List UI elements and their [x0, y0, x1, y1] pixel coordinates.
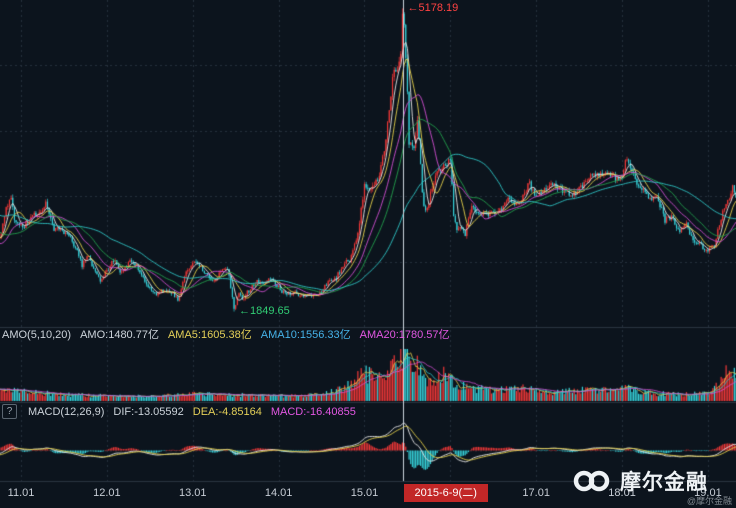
watermark-handle: @摩尔金融 — [686, 496, 732, 506]
ama5-value: AMA5:1605.38亿 — [167, 329, 252, 341]
low-arrow-icon: ← — [238, 304, 250, 317]
low-price-annotation: ←1849.65 — [239, 305, 290, 318]
time-tick-label: 13.01 — [178, 487, 207, 499]
peak-price-annotation: ←5178.19 — [408, 2, 459, 15]
time-axis: 11.01 12.01 13.01 14.01 15.01 17.01 18.01 19.01 — [0, 481, 736, 508]
dif-value: DIF:-13.05592 — [113, 405, 184, 418]
ama20-value: AMA20:1780.57亿 — [359, 329, 450, 341]
time-tick-label: 19.01 — [694, 487, 722, 499]
selected-date-badge: 2015-6-9(二) — [403, 484, 488, 502]
macd-value: MACD:-16.40855 — [270, 405, 356, 418]
brand-watermark: 摩尔金融 — [571, 466, 708, 496]
dea-value: DEA:-4.85164 — [192, 405, 262, 418]
time-tick-label: 18.01 — [608, 487, 636, 499]
time-tick-label: 12.01 — [93, 487, 121, 499]
time-tick-label: 14.01 — [264, 487, 293, 499]
time-tick-label: 17.01 — [522, 487, 550, 499]
peak-price-label: 5178.19 — [418, 2, 459, 14]
amo-value: AMO:1480.77亿 — [80, 329, 159, 341]
help-icon[interactable]: ? — [2, 404, 17, 419]
brand-name: 摩尔金融 — [620, 471, 708, 494]
macd-indicator-row[interactable]: ? MACD(12,26,9) DIF:-13.05592 DEA:-4.851… — [2, 404, 356, 419]
macd-indicator-name: MACD(12,26,9) — [28, 405, 105, 418]
amo-indicator-row[interactable]: AMO(5,10,20) AMO:1480.77亿 AMA5:1605.38亿 … — [2, 328, 450, 342]
low-price-label: 1849.65 — [249, 304, 290, 317]
time-tick-label: 15.01 — [350, 487, 379, 499]
time-tick-label: 11.01 — [7, 487, 35, 499]
amo-indicator-name: AMO(5,10,20) — [2, 329, 72, 341]
peak-arrow-icon: ← — [407, 2, 419, 14]
infinity-logo-icon — [573, 470, 610, 492]
ama10-value: AMA10:1556.33亿 — [260, 329, 351, 341]
